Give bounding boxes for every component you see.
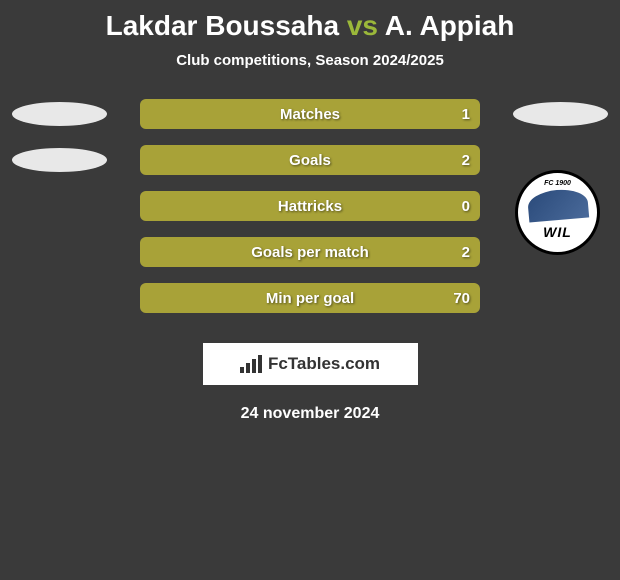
vs-separator: vs: [347, 10, 378, 41]
left-ellipse-icon: [12, 102, 107, 126]
stat-label: Goals per match: [251, 244, 369, 261]
stat-value: 2: [462, 152, 470, 169]
comparison-title: Lakdar Boussaha vs A. Appiah: [0, 10, 620, 42]
logo-year-text: FC 1900: [544, 180, 571, 187]
date-text: 24 november 2024: [0, 405, 620, 423]
chart-bar-icon: [258, 355, 262, 373]
chart-bar-icon: [252, 359, 256, 373]
stat-bar: Goals per match 2: [140, 237, 480, 267]
season-subtitle: Club competitions, Season 2024/2025: [0, 52, 620, 69]
club-logo-inner: FC 1900 WIL: [523, 178, 593, 248]
fctables-banner: FcTables.com: [203, 343, 418, 385]
stat-value: 2: [462, 244, 470, 261]
chart-bar-icon: [240, 367, 244, 373]
stat-label: Hattricks: [278, 198, 342, 215]
stat-bar: Matches 1: [140, 99, 480, 129]
left-ellipse-icon: [12, 148, 107, 172]
stat-bar: Hattricks 0: [140, 191, 480, 221]
stat-row: Min per goal 70: [0, 283, 620, 313]
logo-club-text: WIL: [543, 224, 572, 240]
stat-label: Goals: [289, 152, 331, 169]
logo-swoosh-icon: [526, 187, 588, 222]
stat-bar: Goals 2: [140, 145, 480, 175]
player2-name: A. Appiah: [385, 10, 515, 41]
stat-row: Goals 2: [0, 145, 620, 175]
player1-name: Lakdar Boussaha: [106, 10, 339, 41]
club-logo: FC 1900 WIL: [515, 170, 600, 255]
fctables-chart-icon: [240, 355, 262, 373]
chart-bar-icon: [246, 363, 250, 373]
stat-label: Matches: [280, 106, 340, 123]
fctables-text: FcTables.com: [268, 354, 380, 374]
stat-value: 1: [462, 106, 470, 123]
stat-label: Min per goal: [266, 290, 354, 307]
main-container: Lakdar Boussaha vs A. Appiah Club compet…: [0, 0, 620, 423]
stat-value: 70: [453, 290, 470, 307]
right-ellipse-icon: [513, 102, 608, 126]
stat-value: 0: [462, 198, 470, 215]
stat-row: Matches 1: [0, 99, 620, 129]
stat-bar: Min per goal 70: [140, 283, 480, 313]
